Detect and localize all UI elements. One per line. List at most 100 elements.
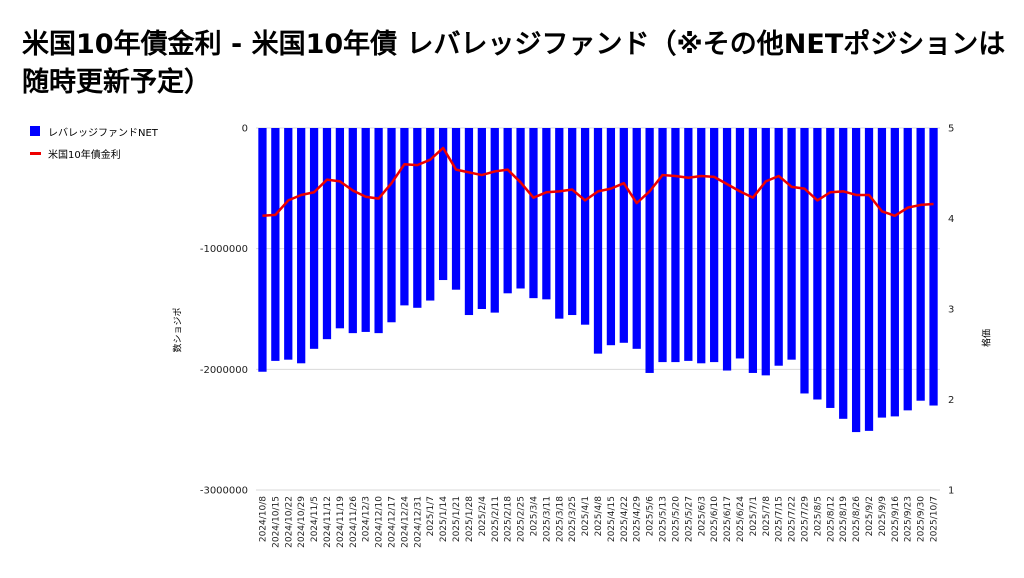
x-tick-label: 2025/5/6 bbox=[646, 496, 656, 537]
y-left-tick-label: -1000000 bbox=[200, 244, 248, 255]
bar bbox=[503, 128, 512, 294]
x-tick-label: 2025/2/11 bbox=[491, 496, 501, 542]
x-tick-label: 2025/9/2 bbox=[865, 496, 875, 536]
bar bbox=[839, 128, 848, 419]
x-tick-label: 2025/9/16 bbox=[891, 496, 901, 542]
x-tick-label: 2024/10/15 bbox=[271, 496, 281, 548]
bar bbox=[761, 128, 770, 376]
bar bbox=[413, 128, 422, 308]
x-tick-label: 2024/11/12 bbox=[323, 496, 333, 548]
x-tick-label: 2025/7/8 bbox=[762, 496, 772, 537]
x-tick-label: 2025/5/20 bbox=[671, 496, 681, 542]
legend-swatch-net bbox=[30, 126, 40, 136]
bar bbox=[516, 128, 525, 289]
bar bbox=[658, 128, 667, 363]
bar bbox=[722, 128, 732, 371]
bar bbox=[800, 128, 809, 394]
x-tick-label: 2025/9/23 bbox=[904, 496, 914, 542]
x-tick-label: 2025/8/19 bbox=[839, 496, 849, 542]
x-tick-label: 2025/4/22 bbox=[620, 496, 630, 542]
bar bbox=[813, 128, 822, 400]
y-left-tick-label: -3000000 bbox=[200, 486, 248, 497]
bar bbox=[568, 128, 577, 316]
x-tick-label: 2025/7/15 bbox=[775, 496, 785, 542]
bar bbox=[826, 128, 835, 408]
legend-item-yield: 米国10年債金利 bbox=[30, 142, 158, 164]
x-tick-label: 2025/1/28 bbox=[465, 496, 475, 542]
bar bbox=[529, 128, 538, 299]
x-tick-label: 2024/11/26 bbox=[349, 496, 359, 548]
x-tick-label: 2025/6/24 bbox=[736, 496, 746, 542]
x-tick-label: 2025/4/15 bbox=[607, 496, 617, 542]
bar bbox=[916, 128, 925, 401]
x-tick-label: 2024/10/8 bbox=[258, 496, 268, 542]
bar bbox=[593, 128, 603, 354]
y-right-tick-label: 3 bbox=[948, 305, 954, 316]
legend-label-yield: 米国10年債金利 bbox=[48, 149, 121, 161]
x-tick-label: 2025/3/25 bbox=[568, 496, 578, 542]
legend-label-net: レバレッジファンドNET bbox=[48, 127, 158, 139]
x-tick-label: 2024/12/31 bbox=[413, 496, 423, 548]
x-tick-label: 2025/5/27 bbox=[684, 496, 694, 542]
legend-item-net: レバレッジファンドNET bbox=[30, 120, 158, 142]
x-tick-label: 2025/8/5 bbox=[813, 496, 823, 536]
x-tick-label: 2024/12/17 bbox=[388, 496, 398, 548]
bar bbox=[864, 128, 874, 431]
bar bbox=[542, 128, 551, 300]
y-left-tick-label: 0 bbox=[242, 124, 248, 135]
bar bbox=[335, 128, 345, 329]
x-tick-label: 2025/1/7 bbox=[426, 496, 436, 536]
x-tick-label: 2025/8/26 bbox=[852, 496, 862, 542]
bar bbox=[851, 128, 861, 433]
x-tick-label: 2025/4/8 bbox=[594, 496, 604, 537]
bar bbox=[439, 128, 448, 281]
y-right-tick-label: 5 bbox=[948, 124, 954, 135]
bar bbox=[697, 128, 706, 364]
bar bbox=[645, 128, 654, 373]
bar bbox=[671, 128, 680, 363]
x-tick-label: 2025/4/29 bbox=[633, 496, 643, 542]
x-tick-label: 2025/10/7 bbox=[930, 496, 940, 542]
x-tick-label: 2024/12/3 bbox=[362, 496, 372, 542]
y-left-tick-label: -2000000 bbox=[200, 365, 248, 376]
bar bbox=[361, 128, 370, 332]
bar bbox=[710, 128, 719, 363]
y-right-tick-label: 2 bbox=[948, 395, 954, 406]
bar bbox=[322, 128, 332, 340]
x-tick-label: 2025/2/4 bbox=[478, 496, 488, 537]
bar bbox=[735, 128, 745, 359]
x-tick-label: 2025/2/18 bbox=[504, 496, 514, 542]
legend-swatch-yield bbox=[30, 151, 41, 155]
bar bbox=[684, 128, 693, 361]
x-tick-label: 2025/2/25 bbox=[517, 496, 527, 542]
x-tick-label: 2024/12/10 bbox=[375, 496, 385, 548]
bar bbox=[464, 128, 474, 316]
bar bbox=[903, 128, 912, 411]
bar bbox=[619, 128, 628, 343]
bar bbox=[297, 128, 306, 364]
bar bbox=[774, 128, 783, 366]
bar bbox=[632, 128, 641, 349]
chart-title: 米国10年債金利 - 米国10年債 レバレッジファンド（※その他NETポジション… bbox=[22, 29, 1006, 98]
bar bbox=[890, 128, 899, 417]
bar bbox=[787, 128, 796, 360]
x-tick-label: 2024/12/24 bbox=[400, 496, 410, 548]
bar bbox=[555, 128, 564, 319]
chart-legend: レバレッジファンドNET 米国10年債金利 bbox=[30, 120, 158, 164]
bar bbox=[606, 128, 616, 346]
bar bbox=[400, 128, 409, 306]
bar bbox=[271, 128, 280, 361]
bar bbox=[877, 128, 887, 418]
bar bbox=[426, 128, 435, 301]
x-tick-label: 2025/7/29 bbox=[800, 496, 810, 542]
x-tick-label: 2025/7/22 bbox=[788, 496, 798, 542]
x-tick-label: 2025/6/10 bbox=[710, 496, 720, 542]
x-tick-label: 2025/9/30 bbox=[917, 496, 927, 542]
bar bbox=[387, 128, 396, 323]
x-tick-label: 2025/3/11 bbox=[542, 496, 552, 542]
x-tick-label: 2025/6/3 bbox=[697, 496, 707, 536]
y-right-tick-label: 4 bbox=[948, 214, 954, 225]
x-tick-label: 2025/1/21 bbox=[452, 496, 462, 542]
bar bbox=[374, 128, 383, 334]
